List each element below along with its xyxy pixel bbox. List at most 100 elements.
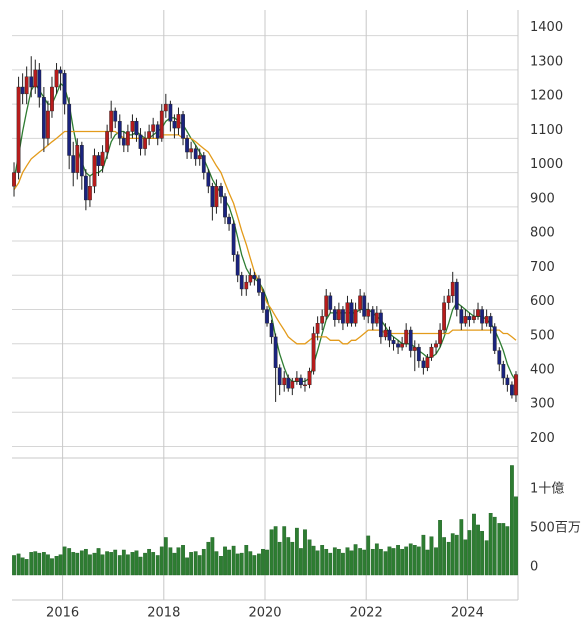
volume-bar	[450, 533, 455, 576]
y-tick-label: 1400	[530, 20, 563, 35]
volume-bar	[155, 555, 160, 576]
volume-bar	[383, 551, 388, 576]
candle-body	[472, 316, 476, 320]
candle-body	[79, 145, 84, 177]
candle-body	[37, 69, 42, 98]
y-tick-label: 600	[530, 294, 555, 309]
volume-bar	[480, 530, 484, 576]
volume-bar	[442, 537, 447, 576]
volume-bar	[210, 537, 215, 576]
volume-bar	[197, 555, 202, 576]
candle-body	[231, 223, 236, 255]
volume-bar	[277, 541, 282, 576]
y-tick-label: 1100	[530, 123, 563, 138]
candle-body	[159, 110, 164, 139]
candle-body	[75, 145, 80, 173]
volume-bar	[366, 535, 371, 576]
candle-body	[176, 114, 181, 129]
volume-bar	[273, 526, 278, 576]
candle-body	[370, 309, 375, 324]
candle-body	[438, 329, 442, 344]
candle-body	[476, 309, 480, 317]
volume-bar	[362, 549, 367, 576]
volume-bar	[121, 549, 126, 576]
candle-body	[113, 110, 118, 122]
candle-body	[67, 103, 72, 156]
volume-bar	[163, 537, 168, 576]
volume-bar	[181, 545, 185, 576]
candle-body	[125, 131, 130, 146]
volume-bar	[88, 554, 92, 576]
candle-body	[332, 309, 337, 320]
candle-body	[378, 312, 383, 338]
volume-bar	[134, 550, 139, 576]
volume-bar	[96, 548, 101, 576]
volume-bar	[50, 558, 54, 576]
candle-body	[514, 374, 518, 396]
volume-bar	[231, 545, 236, 576]
volume-bar	[315, 550, 320, 576]
y-tick-label: 900	[530, 191, 555, 206]
candle-body	[290, 381, 295, 389]
volume-bar	[214, 551, 219, 576]
candle-body	[425, 357, 430, 368]
candle-body	[362, 295, 367, 317]
candle-body	[261, 292, 265, 310]
volume-bar	[514, 496, 518, 576]
y-tick-label: 800	[530, 226, 555, 241]
volume-bar	[130, 552, 135, 576]
candle-body	[315, 323, 320, 334]
candle-body	[46, 110, 50, 139]
candle-body	[172, 121, 177, 129]
volume-bar	[303, 529, 307, 576]
volume-bar	[434, 547, 438, 576]
candle-body	[408, 329, 413, 351]
candle-body	[320, 316, 325, 324]
candle-body	[223, 196, 227, 218]
volume-bar	[239, 552, 244, 576]
candle-body	[303, 384, 307, 387]
volume-bar	[37, 552, 42, 576]
volume-bar	[294, 527, 299, 576]
candle-body	[155, 124, 160, 139]
volume-bar	[328, 552, 333, 576]
volume-bar	[269, 529, 274, 576]
volume-bar	[505, 526, 510, 576]
candle-body	[492, 326, 497, 351]
x-tick-label: 2016	[46, 606, 79, 621]
volume-bar	[223, 546, 227, 576]
candle-body	[366, 309, 371, 317]
candle-body	[307, 370, 312, 386]
volume-bar	[143, 552, 147, 576]
volume-bar	[151, 552, 156, 576]
volume-bar	[345, 547, 350, 576]
candle-body	[282, 377, 287, 386]
volume-bar	[257, 553, 261, 576]
volume-bar	[396, 545, 400, 576]
candle-body	[446, 295, 451, 303]
candle-body	[484, 316, 489, 324]
volume-bar	[172, 552, 177, 576]
candle-body	[286, 377, 291, 389]
candle-body	[134, 121, 139, 136]
candle-body	[193, 148, 198, 160]
volume-bar	[168, 547, 173, 576]
volume-bar	[497, 523, 502, 576]
candle-body	[41, 97, 46, 139]
volume-bar	[75, 552, 80, 576]
volume-bar	[201, 548, 206, 576]
volume-bar	[41, 552, 46, 576]
candle-body	[454, 281, 459, 310]
volume-bar	[358, 548, 363, 576]
y-tick-label: 1200	[530, 89, 563, 104]
volume-bar	[341, 552, 345, 576]
volume-bar	[454, 534, 459, 576]
volume-bar	[79, 550, 84, 576]
candle-body	[130, 121, 135, 132]
volume-bar	[501, 523, 506, 576]
candle-body	[257, 278, 261, 293]
candle-body	[189, 148, 194, 153]
candle-body	[121, 138, 126, 146]
volume-bar	[109, 552, 114, 576]
volume-bar	[138, 556, 143, 576]
